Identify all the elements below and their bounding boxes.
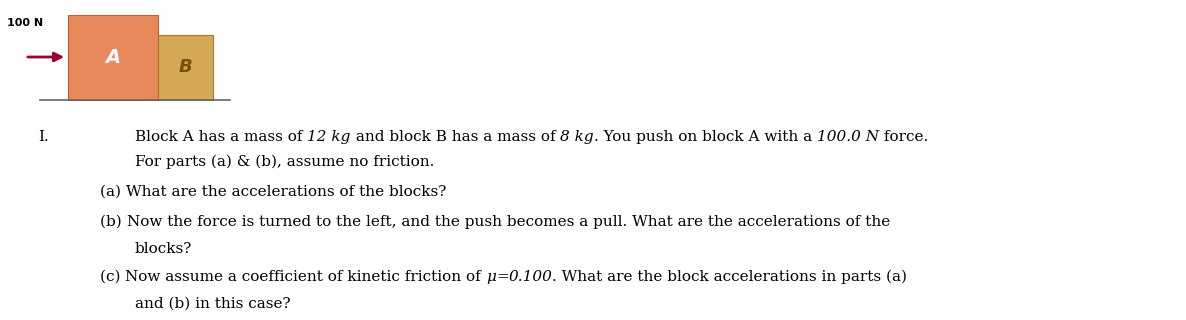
Text: Now the force is turned to the left, and the push becomes a pull. What are the a: Now the force is turned to the left, and… bbox=[127, 215, 890, 229]
Text: 8 kg: 8 kg bbox=[560, 130, 594, 144]
Text: Block A has a mass of: Block A has a mass of bbox=[135, 130, 307, 144]
Text: What are the accelerations of the blocks?: What are the accelerations of the blocks… bbox=[126, 185, 446, 199]
Text: μ: μ bbox=[486, 270, 496, 284]
Text: B: B bbox=[179, 59, 192, 76]
Text: (a): (a) bbox=[100, 185, 126, 199]
Text: 100 N: 100 N bbox=[7, 18, 43, 28]
Text: blocks?: blocks? bbox=[135, 242, 192, 256]
Text: and block B has a mass of: and block B has a mass of bbox=[351, 130, 560, 144]
Text: . You push on block A with a: . You push on block A with a bbox=[594, 130, 817, 144]
Bar bbox=[68, 15, 158, 100]
Text: . What are the block accelerations in parts (a): . What are the block accelerations in pa… bbox=[553, 270, 907, 284]
Text: and (b) in this case?: and (b) in this case? bbox=[135, 297, 291, 311]
Text: A: A bbox=[106, 48, 121, 67]
Text: (b): (b) bbox=[100, 215, 127, 229]
Text: =: = bbox=[496, 270, 509, 284]
Text: For parts (a) & (b), assume no friction.: For parts (a) & (b), assume no friction. bbox=[135, 155, 434, 169]
Text: 100.0 N: 100.0 N bbox=[817, 130, 879, 144]
Text: 0.100: 0.100 bbox=[509, 270, 553, 284]
Text: force.: force. bbox=[879, 130, 929, 144]
Bar bbox=[158, 35, 213, 100]
Text: I.: I. bbox=[38, 130, 49, 144]
Text: 12 kg: 12 kg bbox=[307, 130, 351, 144]
Text: Now assume a coefficient of kinetic friction of: Now assume a coefficient of kinetic fric… bbox=[126, 270, 486, 284]
Text: (c): (c) bbox=[100, 270, 126, 284]
